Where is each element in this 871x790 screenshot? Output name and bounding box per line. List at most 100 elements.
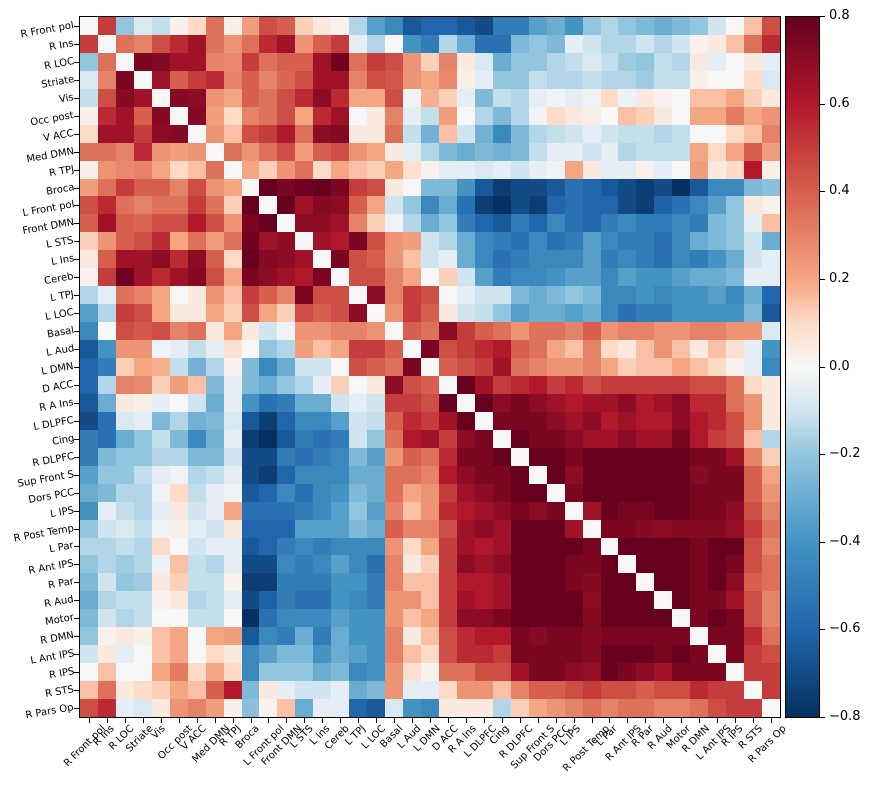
heatmap-cell <box>762 699 780 717</box>
heatmap-cell <box>456 232 475 251</box>
heatmap-cell <box>331 663 350 682</box>
heatmap-cell <box>492 573 511 592</box>
heatmap-cell <box>259 142 278 161</box>
heatmap-cell <box>313 322 332 341</box>
heatmap-cell <box>367 483 386 502</box>
heatmap-cell <box>133 340 152 359</box>
heatmap-cell <box>456 537 475 556</box>
heatmap-cell <box>582 160 601 179</box>
y-tick <box>74 223 79 224</box>
heatmap-cell <box>654 645 673 664</box>
heatmap-cell <box>582 17 601 35</box>
heatmap-cell <box>546 537 565 556</box>
heatmap-cell <box>259 663 278 682</box>
heatmap-cell <box>708 358 727 376</box>
heatmap-cell <box>367 124 386 143</box>
heatmap-cell <box>690 214 709 233</box>
heatmap-cell <box>492 699 511 717</box>
heatmap-cell <box>618 304 637 323</box>
y-tick <box>74 600 79 601</box>
heatmap-cell <box>564 124 583 143</box>
heatmap-cell <box>690 555 709 574</box>
heatmap-cell <box>582 501 601 520</box>
heatmap-cell <box>564 681 583 700</box>
colorbar-tick <box>820 16 825 17</box>
heatmap-cell <box>295 178 314 197</box>
heatmap-cell <box>331 34 350 53</box>
heatmap-cell <box>726 393 745 412</box>
heatmap-cell <box>295 591 314 610</box>
heatmap-cell <box>223 70 242 89</box>
heatmap-cell <box>600 34 619 53</box>
heatmap-cell <box>654 142 673 161</box>
heatmap-cell <box>169 88 188 107</box>
heatmap-cell <box>403 52 422 71</box>
heatmap-cell <box>277 375 296 394</box>
heatmap-cell <box>313 555 332 574</box>
heatmap-cell <box>600 106 619 125</box>
heatmap-cell <box>295 429 314 448</box>
heatmap-cell <box>492 160 511 179</box>
heatmap-cell <box>80 393 98 412</box>
heatmap-cell <box>456 214 475 233</box>
heatmap-cell <box>510 178 529 197</box>
heatmap-cell <box>403 250 422 269</box>
heatmap-cell <box>187 645 206 664</box>
heatmap-cell <box>762 555 780 574</box>
heatmap-cell <box>636 106 655 125</box>
heatmap-cell <box>313 483 332 502</box>
heatmap-cell <box>331 340 350 359</box>
heatmap-cell <box>133 699 152 717</box>
heatmap-cell <box>421 501 439 520</box>
heatmap-cell <box>349 555 368 574</box>
heatmap-cell <box>259 573 278 592</box>
heatmap-cell <box>726 645 745 664</box>
heatmap-cell <box>762 537 780 556</box>
heatmap-cell <box>510 232 529 251</box>
heatmap-cell <box>133 627 152 646</box>
heatmap-cell <box>492 537 511 556</box>
y-tick <box>74 62 79 63</box>
heatmap-cell <box>474 555 493 574</box>
heatmap-cell <box>564 196 583 215</box>
heatmap-cell <box>528 375 547 394</box>
heatmap-cell <box>690 304 709 323</box>
heatmap-cell <box>169 375 188 394</box>
heatmap-cell <box>259 88 278 107</box>
heatmap-cell <box>277 52 296 71</box>
heatmap-cell <box>80 268 98 287</box>
x-tick <box>197 718 198 723</box>
heatmap-cell <box>582 519 601 538</box>
heatmap-cell <box>600 178 619 197</box>
heatmap-cell <box>510 286 529 305</box>
heatmap-cell <box>726 555 745 574</box>
heatmap-cell <box>187 483 206 502</box>
heatmap-cell <box>97 286 116 305</box>
heatmap-cell <box>600 232 619 251</box>
heatmap-cell <box>456 17 475 35</box>
heatmap-cell <box>528 232 547 251</box>
heatmap-cell <box>546 429 565 448</box>
x-tick <box>520 718 521 723</box>
heatmap-cell <box>744 268 763 287</box>
heatmap-cell <box>654 160 673 179</box>
heatmap-cell <box>618 429 637 448</box>
heatmap-cell <box>277 232 296 251</box>
heatmap-cell <box>510 358 529 376</box>
heatmap-cell <box>349 663 368 682</box>
heatmap-cell <box>600 573 619 592</box>
heatmap-cell <box>169 627 188 646</box>
heatmap-cell <box>403 447 422 466</box>
heatmap-cell <box>600 699 619 717</box>
y-tick-label: R STS <box>44 684 75 700</box>
heatmap-cell <box>295 268 314 287</box>
heatmap-cell <box>349 160 368 179</box>
y-tick <box>74 439 79 440</box>
heatmap-cell <box>456 178 475 197</box>
heatmap-cell <box>726 268 745 287</box>
heatmap-cell <box>546 160 565 179</box>
heatmap-cell <box>421 52 439 71</box>
heatmap-cell <box>474 70 493 89</box>
x-tick <box>484 718 485 723</box>
y-tick <box>74 295 79 296</box>
